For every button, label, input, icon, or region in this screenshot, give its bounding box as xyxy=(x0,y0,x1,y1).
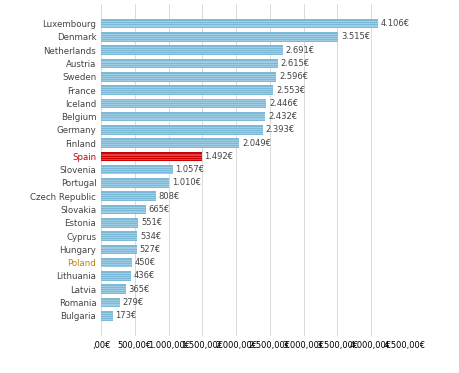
Text: 1.010€: 1.010€ xyxy=(172,179,201,188)
Bar xyxy=(101,32,338,42)
Text: 551€: 551€ xyxy=(141,218,162,228)
Bar xyxy=(101,191,156,201)
Text: 2.049€: 2.049€ xyxy=(241,139,270,148)
Text: 279€: 279€ xyxy=(123,298,144,307)
Bar xyxy=(101,245,136,254)
Text: 450€: 450€ xyxy=(134,258,155,267)
Bar xyxy=(101,72,276,82)
Text: 2.691€: 2.691€ xyxy=(285,46,314,55)
Bar xyxy=(101,311,112,321)
Bar xyxy=(101,298,120,307)
Bar xyxy=(101,85,273,95)
Text: 1.057€: 1.057€ xyxy=(175,165,204,174)
Bar xyxy=(101,138,239,148)
Bar xyxy=(101,165,172,175)
Bar xyxy=(101,231,137,241)
Text: 665€: 665€ xyxy=(148,205,170,214)
Bar xyxy=(101,285,126,294)
Bar xyxy=(101,258,131,267)
Text: 1.492€: 1.492€ xyxy=(204,152,233,161)
Bar xyxy=(101,98,266,108)
Bar xyxy=(101,19,377,28)
Text: 2.553€: 2.553€ xyxy=(275,85,305,94)
Text: 4.106€: 4.106€ xyxy=(380,19,409,28)
Bar xyxy=(101,46,282,55)
Text: 2.615€: 2.615€ xyxy=(280,59,309,68)
Text: 2.446€: 2.446€ xyxy=(269,99,297,108)
Bar xyxy=(101,271,130,281)
Bar xyxy=(101,218,138,228)
Text: 2.393€: 2.393€ xyxy=(265,125,294,134)
Text: 2.596€: 2.596€ xyxy=(279,72,308,81)
Text: 808€: 808€ xyxy=(158,192,179,201)
Bar xyxy=(101,152,202,161)
Text: 2.432€: 2.432€ xyxy=(268,112,297,121)
Bar xyxy=(101,112,265,121)
Text: 527€: 527€ xyxy=(139,245,160,254)
Text: 365€: 365€ xyxy=(128,285,150,294)
Text: 436€: 436€ xyxy=(133,272,154,280)
Text: 534€: 534€ xyxy=(140,232,161,241)
Bar xyxy=(101,59,277,68)
Bar xyxy=(101,178,169,188)
Text: 3.515€: 3.515€ xyxy=(340,32,369,41)
Bar xyxy=(101,205,146,214)
Bar xyxy=(101,125,262,135)
Text: 173€: 173€ xyxy=(115,311,137,320)
